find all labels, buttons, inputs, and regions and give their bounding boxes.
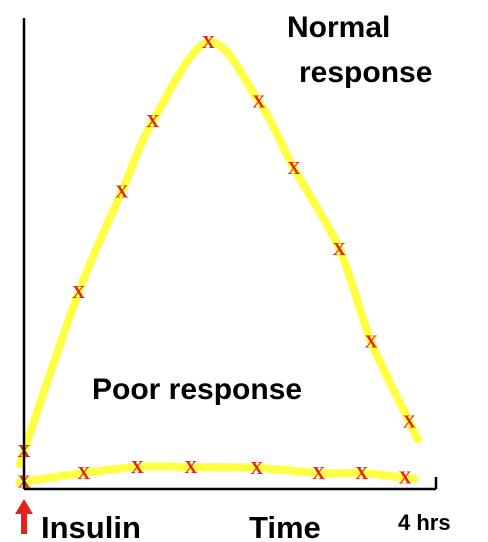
normal-response-point-marker: X — [403, 412, 416, 432]
poor-response-point-marker: X — [184, 457, 197, 477]
poor-response-label: Poor response — [92, 373, 302, 406]
normal-response-point-marker: X — [115, 181, 128, 201]
normal-response-point-marker: X — [287, 158, 300, 178]
poor-response-point-marker: X — [312, 463, 325, 483]
poor-response-point-marker: X — [250, 458, 263, 478]
series-curves — [15, 37, 422, 487]
normal-response-label-line2: response — [299, 56, 432, 89]
poor-response-point-marker: X — [355, 463, 368, 483]
poor-response-line — [15, 462, 419, 487]
x-axis-label: Time — [249, 510, 321, 542]
insulin-arrow-icon — [15, 499, 33, 534]
normal-response-point-marker: X — [202, 32, 215, 52]
series-markers: XXXXXXXXXXXXXXXXXX — [18, 32, 416, 492]
normal-response-point-marker: X — [146, 111, 159, 131]
x-axis-end-tick-label: 4 hrs — [398, 510, 451, 535]
poor-response-point-marker: X — [399, 468, 412, 488]
normal-response-label-line1: Normal — [287, 11, 390, 44]
normal-response-point-marker: X — [252, 91, 265, 111]
poor-response-point-marker: X — [131, 457, 144, 477]
normal-response-point-marker: X — [365, 332, 378, 352]
poor-response-point-marker: X — [77, 463, 90, 483]
normal-response-line — [15, 37, 422, 469]
insulin-label: Insulin — [41, 510, 141, 542]
normal-response-point-marker: X — [333, 239, 346, 259]
insulin-arrow-head — [15, 499, 33, 514]
insulin-arrow-shaft — [21, 512, 27, 534]
normal-response-point-marker: X — [72, 282, 85, 302]
